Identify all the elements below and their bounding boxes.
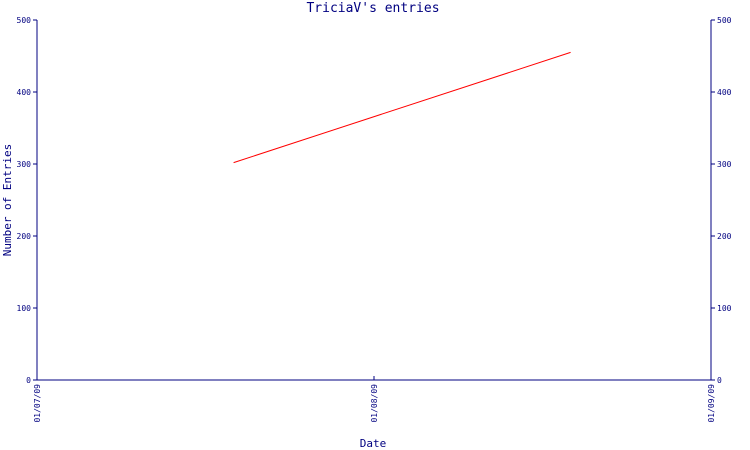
x-tick-label: 01/07/09 <box>33 384 42 423</box>
y-tick-label-right: 400 <box>717 88 732 97</box>
y-tick-label-left: 0 <box>26 376 31 385</box>
x-ticks: 01/07/09 01/08/09 01/09/09 <box>33 376 716 423</box>
y-tick-label-left: 500 <box>17 16 32 25</box>
y-tick-label-right: 500 <box>717 16 732 25</box>
y-ticks-right: 0 100 200 300 400 500 <box>711 16 732 385</box>
y-tick-label-left: 300 <box>17 160 32 169</box>
y-tick-label-right: 0 <box>717 376 722 385</box>
y-tick-label-left: 200 <box>17 232 32 241</box>
y-ticks-left: 0 100 200 300 400 500 <box>17 16 37 385</box>
y-tick-label-right: 200 <box>717 232 732 241</box>
x-tick-label: 01/09/09 <box>707 384 716 423</box>
series-line <box>233 51 571 164</box>
series-layer <box>233 51 571 164</box>
y-tick-label-left: 400 <box>17 88 32 97</box>
chart-title: TriciaV's entries <box>306 1 439 16</box>
x-tick-label: 01/08/09 <box>370 384 379 423</box>
x-axis-label: Date <box>360 437 387 450</box>
y-tick-label-right: 300 <box>717 160 732 169</box>
y-axis-label: Number of Entries <box>1 144 14 257</box>
y-tick-label-right: 100 <box>717 304 732 313</box>
y-tick-label-left: 100 <box>17 304 32 313</box>
